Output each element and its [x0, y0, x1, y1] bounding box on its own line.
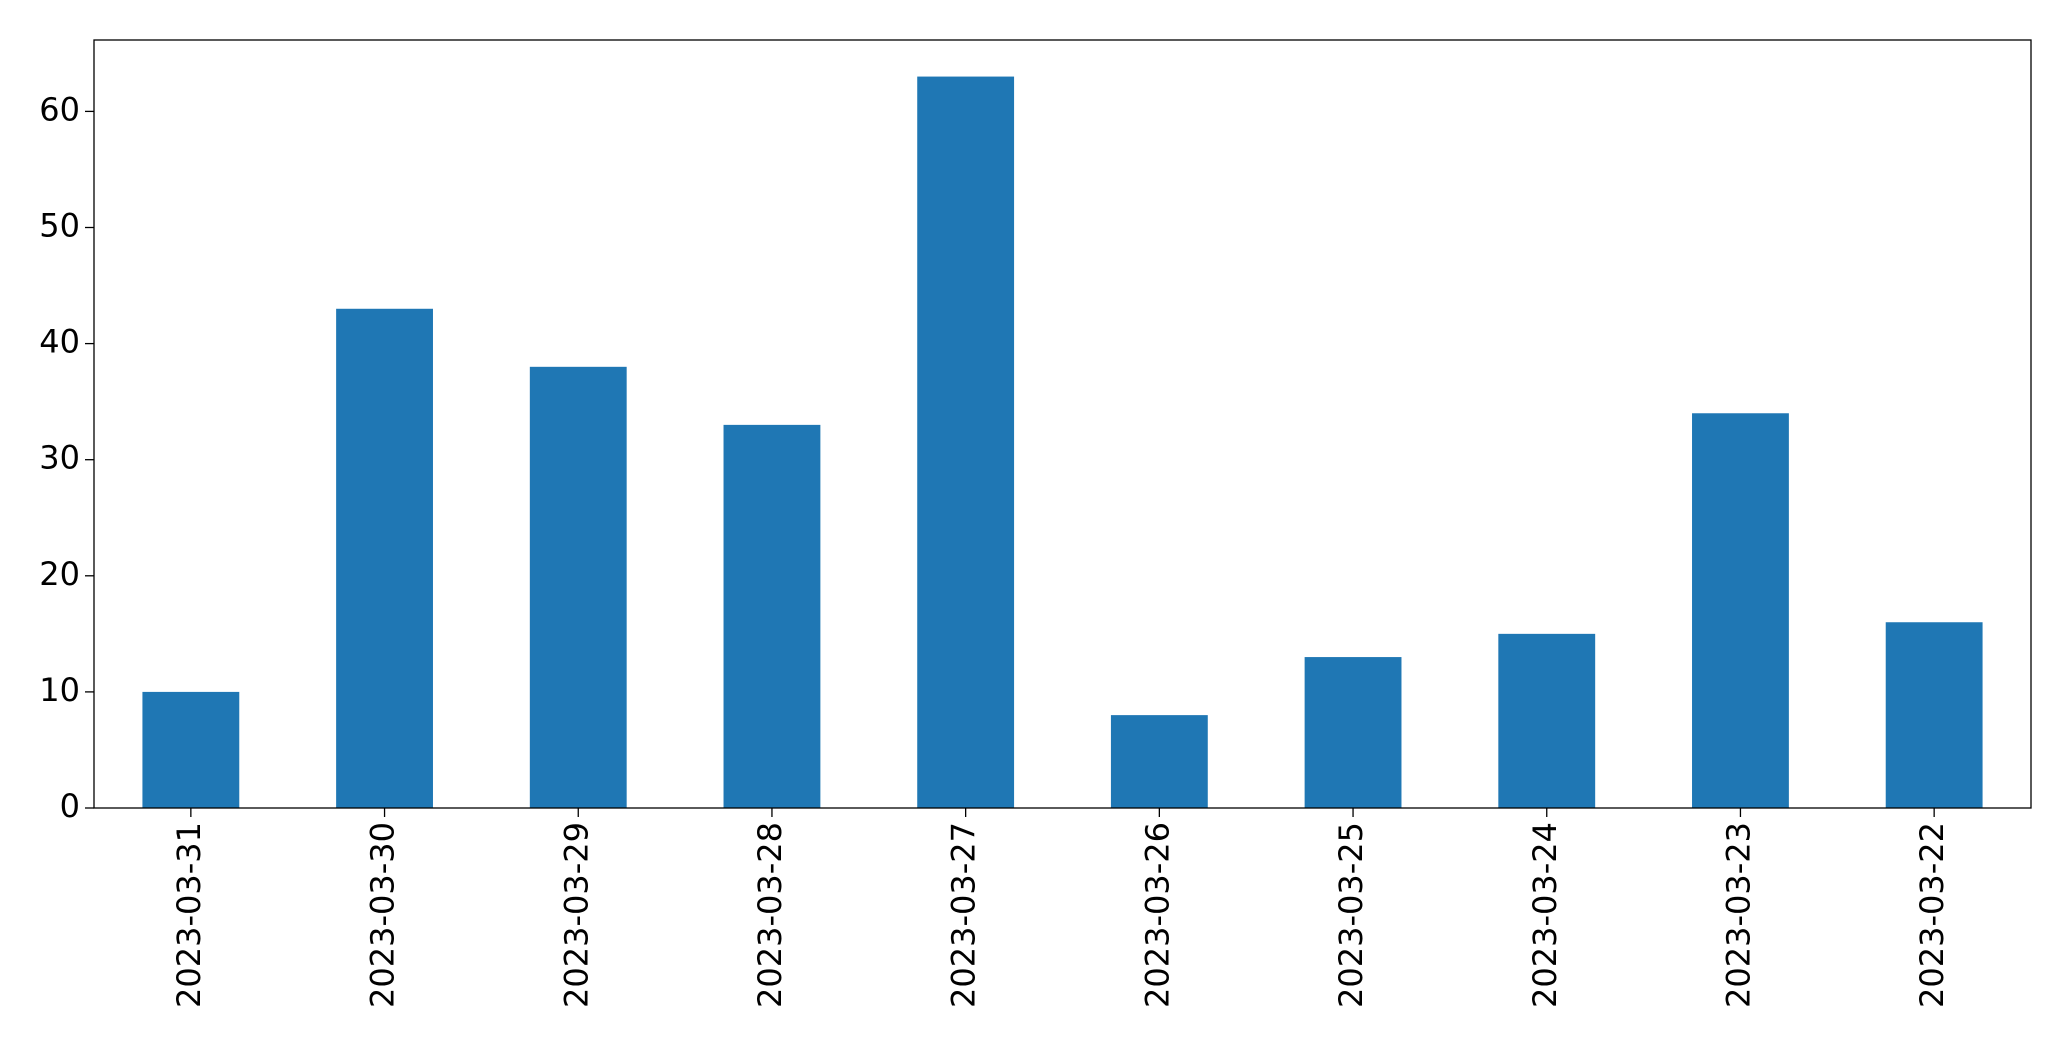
y-tick-label: 40	[39, 323, 80, 361]
x-tick-label: 2023-03-31	[170, 822, 208, 1008]
y-tick-label: 0	[60, 787, 80, 825]
bar	[1692, 413, 1789, 808]
bar	[1110, 715, 1208, 808]
y-tick-label: 10	[39, 671, 80, 709]
x-tick-label: 2023-03-29	[557, 822, 595, 1008]
y-tick-label: 60	[39, 90, 80, 128]
x-tick-label: 2023-03-24	[1526, 822, 1564, 1008]
bar	[723, 424, 821, 808]
bar	[1885, 622, 1983, 808]
plot-frame	[93, 39, 2032, 809]
x-tick-label: 2023-03-22	[1913, 822, 1951, 1008]
bar	[917, 76, 1015, 809]
bar	[336, 308, 433, 808]
bar	[1498, 633, 1596, 808]
y-tick-label: 20	[39, 555, 80, 593]
x-tick-label: 2023-03-27	[945, 822, 983, 1008]
x-tick-label: 2023-03-30	[364, 822, 402, 1008]
x-tick-label: 2023-03-23	[1719, 822, 1757, 1008]
bar	[1304, 657, 1402, 808]
y-tick-label: 30	[39, 439, 80, 477]
y-tick-label: 50	[39, 207, 80, 245]
bar	[529, 366, 627, 808]
x-tick-label: 2023-03-26	[1138, 822, 1176, 1008]
bar	[142, 691, 240, 808]
x-tick-label: 2023-03-25	[1332, 822, 1370, 1008]
x-tick-label: 2023-03-28	[751, 822, 789, 1008]
